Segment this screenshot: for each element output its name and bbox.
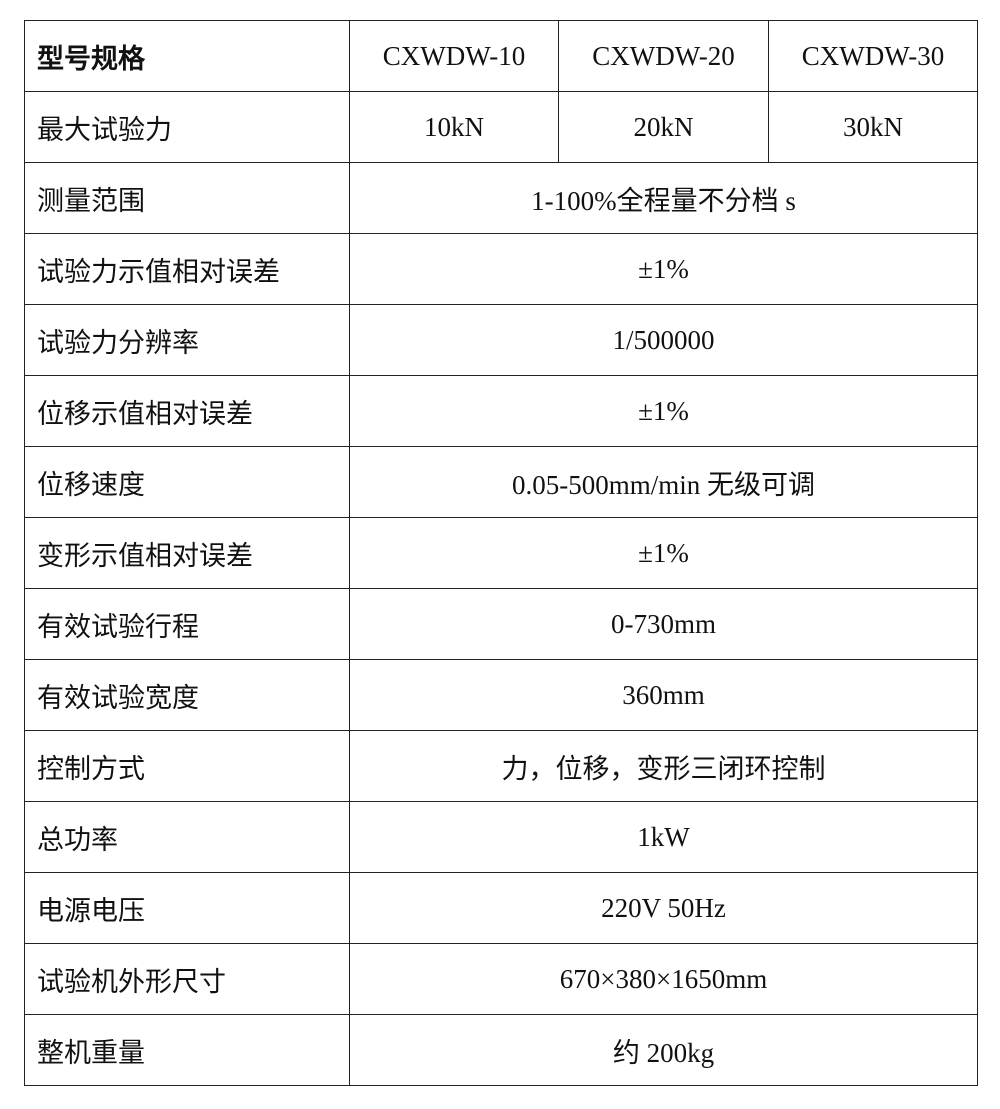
table-row: 试验机外形尺寸 670×380×1650mm bbox=[24, 943, 978, 1015]
table-row-model: 型号规格 CXWDW-10 CXWDW-20 CXWDW-30 bbox=[24, 20, 978, 92]
table-row: 整机重量约 200kg bbox=[24, 1014, 978, 1086]
table-row: 试验力分辨率 1/500000 bbox=[24, 304, 978, 376]
table-row: 位移示值相对误差 ±1% bbox=[24, 375, 978, 447]
table-row: 总功率 1kW bbox=[24, 801, 978, 873]
table-row: 控制方式 力，位移，变形三闭环控制 bbox=[24, 730, 978, 802]
row-label: 控制方式 bbox=[24, 730, 350, 802]
value-cell: ±1% bbox=[349, 233, 978, 305]
table-row: 位移速度 0.05-500mm/min 无级可调 bbox=[24, 446, 978, 518]
value-cell: 0.05-500mm/min 无级可调 bbox=[349, 446, 978, 518]
value-cell: 20kN bbox=[558, 91, 769, 163]
value-cell: 360mm bbox=[349, 659, 978, 731]
row-label: 位移示值相对误差 bbox=[24, 375, 350, 447]
value-cell: ±1% bbox=[349, 375, 978, 447]
value-cell: 约 200kg bbox=[349, 1014, 978, 1086]
value-cell: 力，位移，变形三闭环控制 bbox=[349, 730, 978, 802]
table-row: 有效试验宽度 360mm bbox=[24, 659, 978, 731]
row-label: 位移速度 bbox=[24, 446, 350, 518]
value-cell: 30kN bbox=[768, 91, 978, 163]
row-label: 有效试验行程 bbox=[24, 588, 350, 660]
model-cell: CXWDW-30 bbox=[768, 20, 978, 92]
model-cell: CXWDW-20 bbox=[558, 20, 769, 92]
value-cell: 1/500000 bbox=[349, 304, 978, 376]
table-row: 有效试验行程 0-730mm bbox=[24, 588, 978, 660]
row-label: 有效试验宽度 bbox=[24, 659, 350, 731]
row-label: 整机重量 bbox=[24, 1014, 350, 1086]
value-cell: 670×380×1650mm bbox=[349, 943, 978, 1015]
table-row: 测量范围 1-100%全程量不分档 s bbox=[24, 162, 978, 234]
value-cell: 10kN bbox=[349, 91, 559, 163]
row-label: 型号规格 bbox=[24, 20, 350, 92]
row-label: 测量范围 bbox=[24, 162, 350, 234]
model-cell: CXWDW-10 bbox=[349, 20, 559, 92]
value-cell: 1-100%全程量不分档 s bbox=[349, 162, 978, 234]
value-cell: 220V 50Hz bbox=[349, 872, 978, 944]
value-cell: 1kW bbox=[349, 801, 978, 873]
value-cell: ±1% bbox=[349, 517, 978, 589]
row-label: 试验力分辨率 bbox=[24, 304, 350, 376]
row-label: 试验力示值相对误差 bbox=[24, 233, 350, 305]
row-label: 最大试验力 bbox=[24, 91, 350, 163]
spec-table: 型号规格 CXWDW-10 CXWDW-20 CXWDW-30 最大试验力 10… bbox=[24, 20, 978, 1086]
table-row: 试验力示值相对误差 ±1% bbox=[24, 233, 978, 305]
row-label: 变形示值相对误差 bbox=[24, 517, 350, 589]
row-label: 电源电压 bbox=[24, 872, 350, 944]
table-row-max-force: 最大试验力 10kN 20kN 30kN bbox=[24, 91, 978, 163]
row-label: 试验机外形尺寸 bbox=[24, 943, 350, 1015]
table-row: 变形示值相对误差 ±1% bbox=[24, 517, 978, 589]
value-cell: 0-730mm bbox=[349, 588, 978, 660]
row-label: 总功率 bbox=[24, 801, 350, 873]
table-row: 电源电压 220V 50Hz bbox=[24, 872, 978, 944]
